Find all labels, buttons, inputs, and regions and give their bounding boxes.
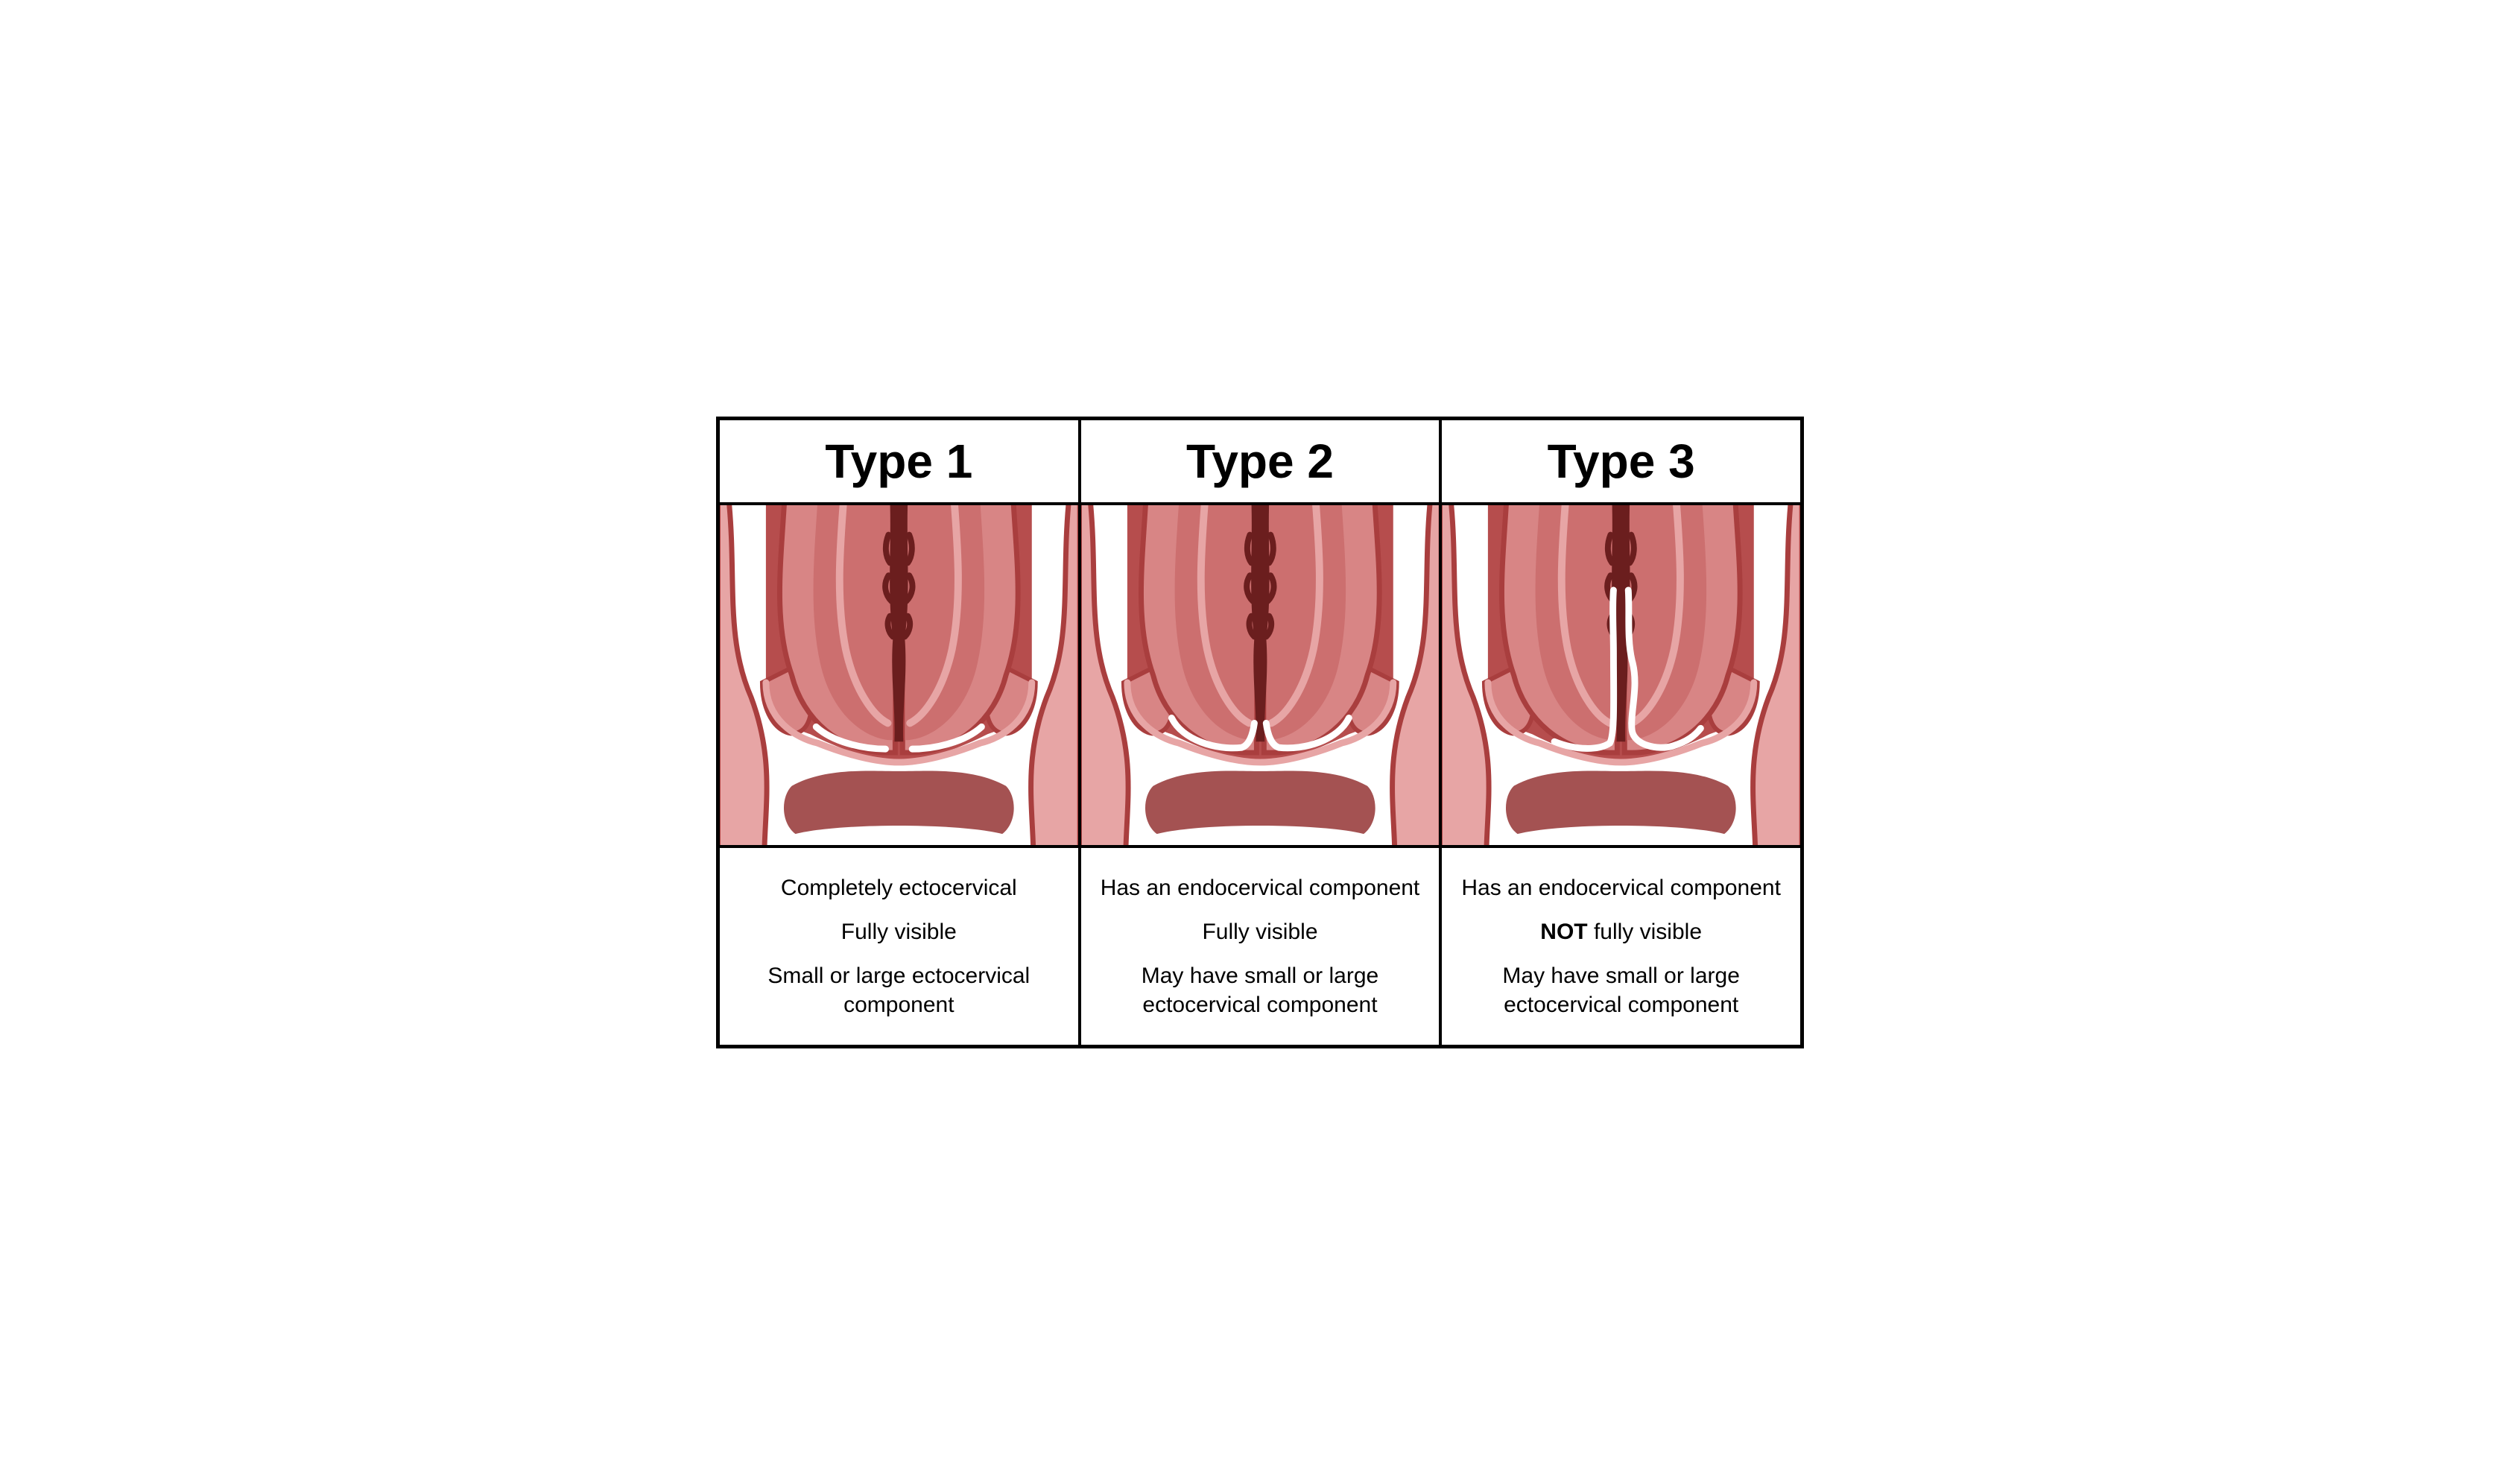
header-label: Type 1 [720, 434, 1078, 489]
header-cell-type1: Type 1 [718, 419, 1080, 504]
desc-line: Completely ectocervical [781, 873, 1017, 902]
header-cell-type2: Type 2 [1080, 419, 1441, 504]
not-bold: NOT [1540, 920, 1587, 944]
header-label: Type 2 [1081, 434, 1440, 489]
desc-line: Fully visible [841, 917, 957, 946]
desc-line: Small or large ectocervical component [733, 961, 1065, 1019]
comparison-table: Type 1 Type 2 Type 3 [716, 417, 1804, 1048]
desc-cell-type1: Completely ectocervical Fully visible Sm… [718, 847, 1080, 1046]
desc-line: Fully visible [1202, 917, 1317, 946]
desc-line: NOT fully visible [1540, 917, 1702, 946]
desc-line: Has an endocervical component [1461, 873, 1781, 902]
diagram-cell-type2 [1080, 504, 1441, 847]
cervix-diagram-type3 [1442, 505, 1800, 845]
desc-line: Has an endocervical component [1101, 873, 1420, 902]
header-label: Type 3 [1442, 434, 1800, 489]
desc-line: May have small or large ectocervical com… [1455, 961, 1787, 1019]
diagram-cell-type3 [1440, 504, 1802, 847]
desc-cell-type3: Has an endocervical component NOT fully … [1440, 847, 1802, 1046]
header-cell-type3: Type 3 [1440, 419, 1802, 504]
desc-line: May have small or large ectocervical com… [1095, 961, 1426, 1019]
diagram-cell-type1 [718, 504, 1080, 847]
desc-cell-type2: Has an endocervical component Fully visi… [1080, 847, 1441, 1046]
cervix-diagram-type2 [1081, 505, 1440, 845]
cervix-diagram-type1 [720, 505, 1078, 845]
